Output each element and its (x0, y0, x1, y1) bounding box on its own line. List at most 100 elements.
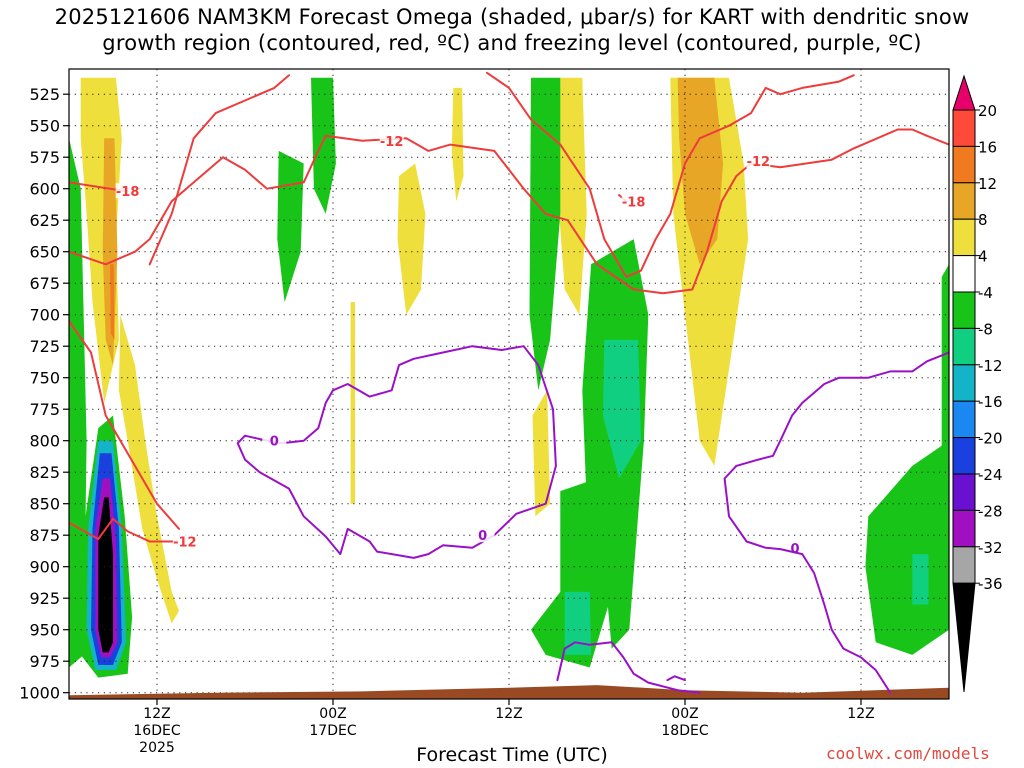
x-tick-label-6-1: 16DEC (133, 723, 180, 739)
purple-contour-line-2 (735, 351, 949, 467)
contours: -12 -18 -12 -18 -12 0 0 0 (69, 71, 949, 694)
colorbar-seg-3 (952, 182, 976, 220)
y-tick-label-825: 825 (29, 463, 60, 482)
omega-region-19 (564, 591, 592, 655)
y-tick-label-575: 575 (29, 148, 60, 167)
y-tick-label-625: 625 (29, 211, 60, 230)
y-axis: 525 550 575 600 625 650 675 700 725 750 775 800 825 8… (19, 85, 69, 703)
omega-region-10 (532, 390, 551, 517)
plot-area (69, 69, 949, 699)
colorbar-label-5: -4 (978, 284, 993, 302)
y-tick-label-950: 950 (29, 621, 60, 640)
purple-contour-label-bg-0 (262, 432, 287, 448)
terrain (69, 685, 949, 699)
colorbar-seg-4 (952, 218, 976, 257)
gridlines (69, 69, 949, 699)
y-tick-label-725: 725 (29, 337, 60, 356)
red-contour-line-8 (486, 71, 855, 278)
colorbar-label-1: 16 (978, 138, 997, 156)
x-tick-label-18-1: 17DEC (309, 723, 356, 739)
purple-contour-line-3 (723, 464, 892, 694)
x-tick-label-18-0: 00Z (319, 706, 346, 722)
purple-contour-line-0 (236, 345, 557, 559)
red-contour-label-5: -12 (747, 155, 771, 170)
x-tick-label-6-2: 2025 (139, 740, 175, 756)
chart-title: 2025121606 NAM3KM Forecast Omega (shaded… (0, 4, 1024, 56)
omega-region-3 (118, 314, 179, 624)
colorbar-label-8: -16 (978, 393, 1003, 411)
colorbar-seg-11 (952, 473, 976, 511)
purple-contour-label-bg-1 (470, 527, 495, 543)
red-contour-label-0: -12 (173, 536, 197, 551)
y-tick-label-850: 850 (29, 495, 60, 514)
colorbar-label-6: -8 (978, 320, 993, 338)
red-contour-label-bg-4 (621, 193, 646, 209)
red-contour-label-bg-5 (746, 152, 771, 168)
colorbar-label-3: 8 (978, 211, 988, 229)
red-contour-line-2 (69, 128, 949, 295)
omega-region-20 (912, 554, 929, 605)
x-tick-label-42-1: 18DEC (661, 723, 708, 739)
colorbar-seg-8 (952, 364, 976, 402)
red-contour-line-7 (148, 74, 290, 266)
y-tick-label-675: 675 (29, 274, 60, 293)
omega-region-5 (451, 87, 464, 202)
x-tick-label-54-0: 12Z (847, 706, 874, 722)
colorbar-seg-13 (952, 546, 976, 584)
purple-contour-label-1: 0 (478, 529, 487, 544)
colorbar-seg-5 (952, 255, 976, 293)
omega-region-17 (941, 264, 949, 454)
purple-contour-label-2: 0 (790, 542, 799, 557)
colorbar-label-2: 12 (978, 175, 997, 193)
y-tick-label-975: 975 (29, 652, 60, 671)
terrain-fill (69, 685, 949, 699)
colorbar-label-13: -36 (978, 575, 1003, 593)
omega-region-13 (529, 77, 561, 391)
colorbar-label-7: -12 (978, 357, 1003, 375)
colorbar-seg-2 (952, 145, 976, 184)
purple-contour-line-5 (666, 675, 686, 682)
omega-region-26 (98, 497, 113, 653)
y-tick-label-650: 650 (29, 243, 60, 262)
omega-region-4 (397, 163, 426, 315)
omega-region-11 (311, 77, 336, 214)
colorbar-seg-7 (952, 327, 976, 366)
y-tick-label-800: 800 (29, 432, 60, 451)
omega-region-18 (602, 339, 641, 479)
purple-contour-label-0: 0 (270, 435, 279, 450)
colorbar-label-9: -20 (978, 430, 1003, 448)
title-line-2: growth region (contoured, red, ºC) and f… (102, 31, 922, 55)
colorbar-label-4: 4 (978, 248, 988, 266)
colorbar-label-0: 20 (978, 102, 997, 120)
y-tick-label-700: 700 (29, 306, 60, 325)
colorbar-label-11: -28 (978, 502, 1003, 520)
x-tick-label-30-0: 12Z (495, 706, 522, 722)
red-contour-label-bg-3 (379, 132, 404, 148)
y-tick-label-525: 525 (29, 85, 60, 104)
red-contour-label-bg-1 (115, 183, 140, 199)
red-contour-label-3: -12 (380, 135, 404, 150)
y-tick-label-900: 900 (29, 558, 60, 577)
colorbar-seg-1 (952, 109, 976, 147)
x-tick-label-42-0: 00Z (671, 706, 698, 722)
omega-shading (69, 77, 949, 678)
colorbar-seg-10 (952, 437, 976, 475)
omega-region-9 (350, 302, 355, 504)
omega-region-21 (69, 138, 87, 668)
omega-region-6 (557, 77, 587, 315)
omega-region-8 (677, 77, 724, 265)
y-tick-label-600: 600 (29, 180, 60, 199)
credit-text: coolwx.com/models (826, 744, 990, 763)
x-tick-label-6-0: 12Z (143, 706, 170, 722)
y-tick-label-1000: 1000 (19, 684, 60, 703)
title-line-1: 2025121606 NAM3KM Forecast Omega (shaded… (54, 5, 970, 29)
y-tick-label-750: 750 (29, 369, 60, 388)
red-contour-label-1: -18 (116, 185, 140, 200)
red-contour-line-6 (69, 320, 180, 530)
colorbar-label-10: -24 (978, 466, 1003, 484)
omega-region-2 (110, 264, 115, 340)
colorbar: 20 16 12 8 4 -4 -8 -12 -16 -20 -24 -28 -32 -36 (952, 74, 1003, 693)
red-contour-line-0 (69, 517, 179, 543)
